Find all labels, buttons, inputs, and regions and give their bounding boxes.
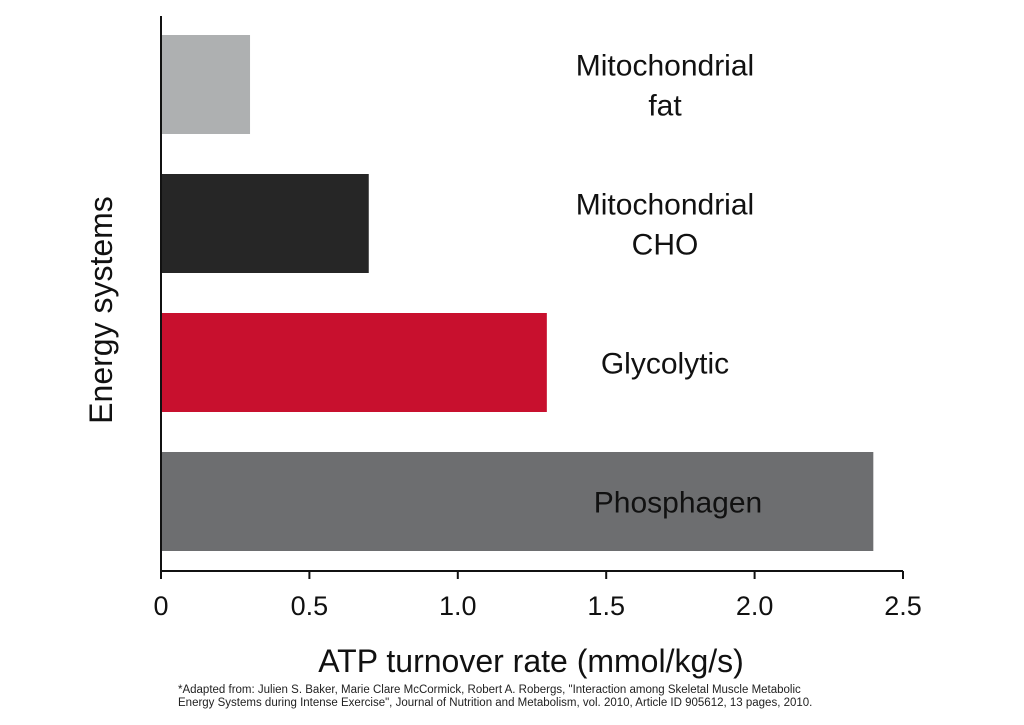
category-label-line: Phosphagen [594,487,763,520]
category-label-1: Mitochondrial CHO [576,189,754,262]
category-label-3: Phosphagen [594,487,763,520]
category-label-line: fat [648,90,682,123]
x-tick-label: 1.5 [587,591,625,621]
bars-group [162,35,874,551]
category-label-0: Mitochondrial fat [576,50,754,123]
x-tick-label: 2.0 [736,591,774,621]
category-label-line: CHO [632,229,699,262]
y-axis-title: Energy systems [83,196,119,424]
category-label-line: Mitochondrial [576,189,754,222]
bar-0 [162,35,251,134]
category-label-line: Glycolytic [601,348,729,381]
category-label-line: Mitochondrial [576,50,754,83]
category-label-2: Glycolytic [601,348,729,381]
x-tick-label: 0 [153,591,168,621]
category-labels-group: Mitochondrial fat Mitochondrial CHO Glycolyt… [576,50,762,520]
bar-1 [162,174,369,273]
footnote-line-2: Energy Systems during Intense Exercise",… [178,697,813,709]
bar-2 [162,313,547,412]
x-tick-label: 1.0 [439,591,477,621]
footnote-line-1: *Adapted from: Julien S. Baker, Marie Cl… [178,684,801,696]
x-tick-label: 2.5 [884,591,922,621]
x-axis-title: ATP turnover rate (mmol/kg/s) [318,643,744,679]
x-ticks-group: 0 0.5 1.0 1.5 2.0 2.5 [153,571,922,621]
source-footnote: *Adapted from: Julien S. Baker, Marie Cl… [178,684,998,710]
bar-3 [162,452,874,551]
atp-bar-chart: Mitochondrial fat Mitochondrial CHO Glycolyt… [83,16,922,679]
x-tick-label: 0.5 [291,591,329,621]
